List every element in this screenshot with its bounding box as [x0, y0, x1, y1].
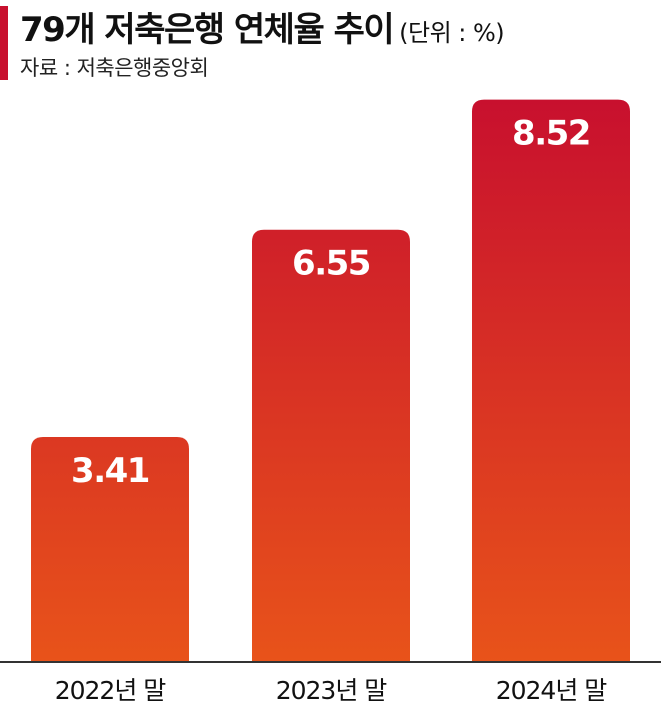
bar-value-label-1: 3.41: [71, 451, 149, 491]
bars-group: 3.41 6.55 8.52: [31, 99, 630, 663]
category-labels-group: 2022년 말 2023년 말 2024년 말: [55, 676, 609, 705]
category-label-3: 2024년 말: [496, 676, 608, 705]
bar-1: [31, 436, 189, 662]
chart-title: 79개 저축은행 연체율 추이: [20, 10, 395, 50]
unit-label: (단위 : %): [399, 19, 505, 47]
chart-title-line: 79개 저축은행 연체율 추이 (단위 : %): [20, 2, 505, 51]
bar-value-label-3: 8.52: [512, 114, 590, 154]
bar-value-label-2: 6.55: [292, 244, 370, 284]
category-label-2: 2023년 말: [276, 676, 388, 705]
bar-2: [252, 229, 410, 662]
title-accent-bar: [0, 6, 8, 80]
source-note: 자료 : 저축은행중앙회: [20, 56, 209, 80]
bar-3: [472, 99, 630, 663]
category-label-1: 2022년 말: [55, 676, 167, 705]
